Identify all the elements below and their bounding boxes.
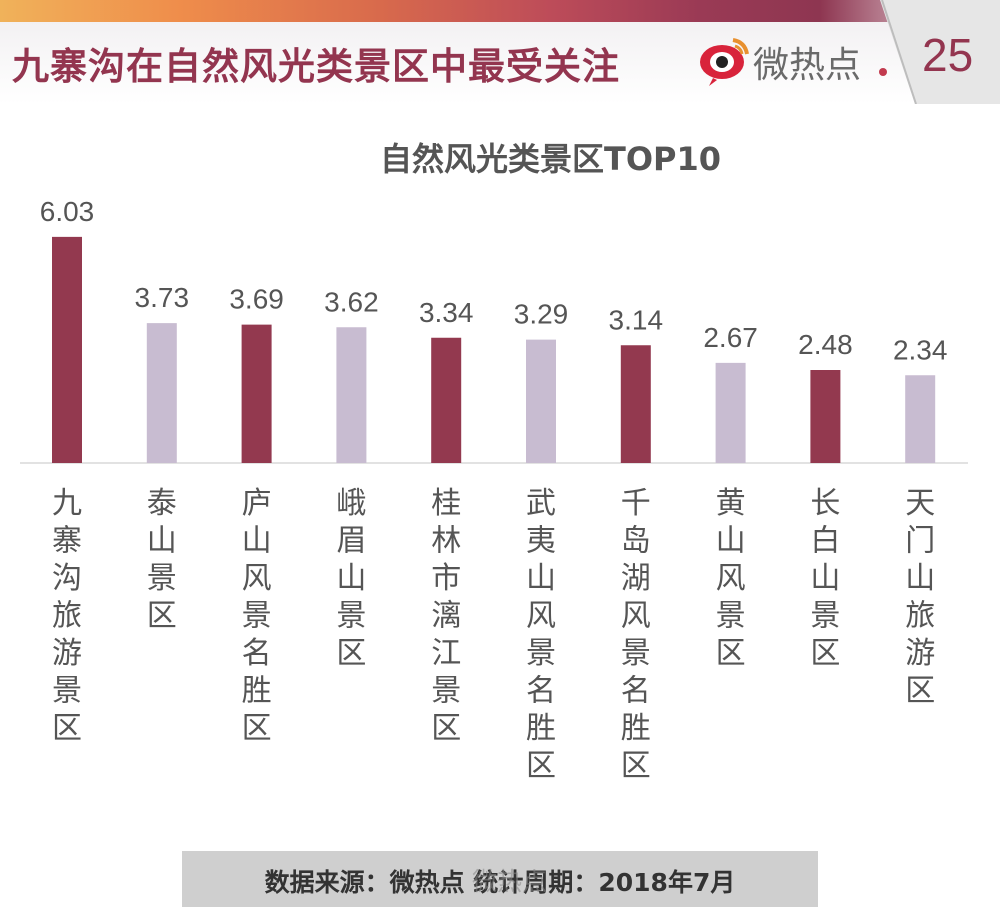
- brand-dot: [879, 68, 887, 76]
- bar-value-label: 3.14: [609, 304, 664, 335]
- bar-chart: 6.03 九寨沟旅游景区 3.73 泰山景区 3.69 庐山风景名胜区 3.62 峨眉山景区 3…: [20, 196, 968, 780]
- page-number: 25: [922, 29, 974, 81]
- bar-value-label: 3.73: [135, 282, 190, 313]
- brand-logo: 微热点: [695, 32, 890, 88]
- weibo-eye-icon: [700, 38, 749, 86]
- page-number-box: [880, 0, 1000, 104]
- bar: [431, 337, 462, 463]
- bar: [905, 375, 936, 463]
- bar: [620, 345, 651, 463]
- category-label: 峨眉山景区: [336, 486, 366, 671]
- bar-value-label: 3.69: [229, 284, 284, 315]
- category-label: 桂林市漓江景区: [431, 486, 461, 746]
- bar-value-label: 2.67: [703, 322, 758, 353]
- bar: [810, 370, 841, 463]
- source-footer: 数据来源：微热点 统计周期：2018年7月: [182, 851, 818, 907]
- category-label: 武夷山风景名胜区: [526, 486, 556, 780]
- bar-value-label: 3.29: [514, 299, 569, 330]
- category-label: 黄山风景区: [716, 486, 746, 671]
- bar: [715, 362, 746, 463]
- bar-value-label: 3.62: [324, 286, 379, 317]
- page-title: 九寨沟在自然风光类景区中最受关注: [12, 45, 620, 88]
- category-label: 天门山旅游区: [905, 486, 935, 709]
- watermark: 微热点: [472, 867, 548, 896]
- bar: [52, 236, 82, 463]
- bar-value-label: 2.34: [893, 334, 948, 365]
- category-label: 庐山风景名胜区: [242, 486, 272, 746]
- category-label: 千岛湖风景名胜区: [621, 486, 651, 780]
- brand-name: 微热点: [753, 45, 862, 86]
- bar: [526, 339, 556, 463]
- bar-value-label: 6.03: [40, 196, 95, 227]
- header-band: [0, 22, 1000, 104]
- category-label: 长白山景区: [810, 486, 840, 671]
- bar-value-label: 3.34: [419, 297, 474, 328]
- chart-title: 自然风光类景区TOP10: [380, 140, 722, 178]
- category-label: 九寨沟旅游景区: [52, 486, 82, 746]
- bar: [241, 324, 272, 463]
- category-label: 泰山景区: [147, 486, 177, 634]
- top-gradient-bar: [0, 0, 1000, 22]
- bar-value-label: 2.48: [798, 329, 853, 360]
- source-text: 数据来源：微热点 统计周期：2018年7月: [264, 868, 736, 897]
- bar: [146, 323, 177, 463]
- bar: [336, 327, 367, 463]
